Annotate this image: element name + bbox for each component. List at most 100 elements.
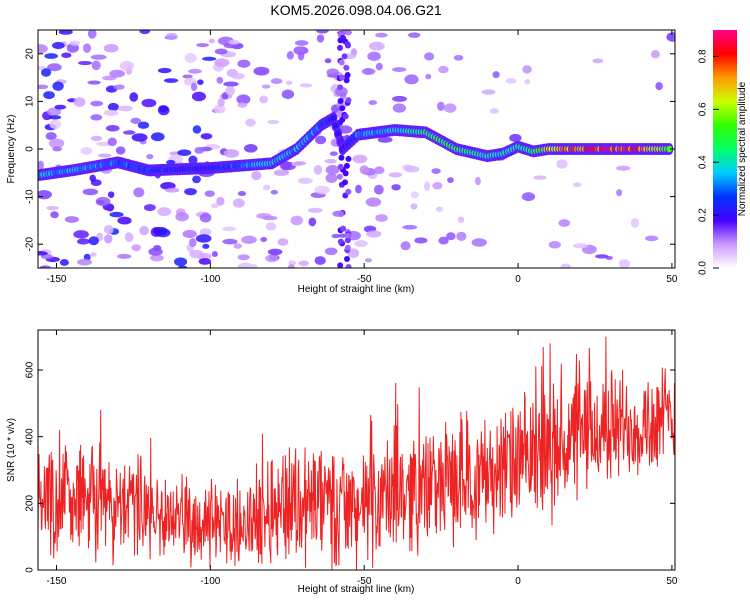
noise-blob [265, 254, 279, 263]
noise-blob [182, 229, 197, 239]
noise-blob [338, 154, 345, 161]
noise-blob [175, 211, 189, 222]
noise-blob [130, 117, 142, 124]
noise-blob [342, 113, 349, 120]
noise-blob [286, 50, 294, 60]
noise-blob [231, 72, 245, 80]
noise-blob [223, 81, 239, 87]
noise-blob [331, 233, 341, 239]
noise-blob [131, 244, 141, 252]
noise-blob [109, 211, 124, 218]
ridge-core [337, 138, 344, 145]
noise-blob [54, 104, 67, 110]
noise-blob [116, 253, 132, 259]
noise-blob [558, 219, 571, 227]
noise-blob [40, 254, 53, 260]
noise-blob [237, 59, 251, 68]
noise-blob [336, 110, 343, 118]
noise-blob [90, 114, 103, 121]
noise-blob [197, 79, 204, 85]
noise-blob [616, 165, 631, 171]
noise-blob [340, 34, 347, 41]
noise-blob [90, 54, 107, 60]
noise-blob [509, 133, 522, 143]
noise-blob [103, 234, 113, 244]
noise-blob [354, 240, 368, 248]
noise-blob [340, 225, 347, 232]
snr-panel: -150 -100 -50 0 50 0 200 400 600 Height of stra… [6, 329, 678, 595]
y-tick-label: 200 [25, 495, 36, 512]
noise-blob [189, 238, 197, 247]
noise-blob [237, 254, 250, 261]
noise-blob [90, 252, 97, 257]
noise-blob [273, 169, 290, 176]
noise-blob [343, 64, 350, 71]
y-tick-label: -20 [25, 237, 36, 252]
noise-blob [44, 53, 58, 59]
noise-blob [225, 86, 236, 96]
noise-blob [324, 158, 338, 164]
noise-blob [345, 97, 352, 104]
noise-blob [222, 238, 238, 245]
noise-blob [49, 119, 62, 130]
noise-blob [89, 174, 96, 182]
noise-blob [435, 206, 443, 212]
noise-blob [73, 230, 89, 239]
noise-blob [573, 182, 582, 188]
noise-blob [548, 241, 561, 249]
noise-blob [177, 149, 192, 156]
noise-blob [217, 98, 225, 107]
x-tick-label: 50 [666, 576, 678, 587]
noise-blob [157, 67, 172, 74]
noise-blob [64, 216, 79, 223]
noise-blob [324, 247, 338, 256]
noise-blob [339, 91, 347, 100]
x-tick-label: -50 [357, 576, 372, 587]
noise-blob [117, 216, 132, 225]
noise-blob [345, 30, 352, 36]
noise-blob [344, 41, 351, 48]
noise-blob [129, 92, 139, 102]
x-tick-label: -100 [200, 274, 220, 285]
colorbar-tick-label: 0.0 [698, 261, 709, 275]
noise-blob [336, 44, 343, 51]
noise-blob [375, 62, 383, 71]
noise-blob [87, 80, 101, 85]
noise-blob [146, 153, 154, 160]
noise-blob [262, 215, 278, 221]
y-tick-label: 20 [25, 48, 36, 60]
noise-blob [214, 48, 228, 55]
noise-blob [446, 232, 456, 241]
noise-blob [655, 81, 663, 91]
x-tick-label: 0 [515, 274, 521, 285]
noise-blob [471, 238, 487, 247]
spectrogram-y-ticks: -20 -10 0 10 20 [25, 48, 675, 252]
noise-blob [424, 181, 431, 192]
noise-blob [202, 56, 217, 61]
noise-blob [213, 104, 226, 114]
noise-blob [188, 155, 198, 165]
noise-blob [150, 132, 165, 142]
noise-blob [355, 184, 362, 194]
noise-blob [38, 251, 48, 256]
snr-x-label: Height of straight line (km) [298, 584, 415, 595]
noise-blob [173, 257, 188, 267]
noise-blob [191, 91, 207, 102]
noise-blob [437, 101, 445, 111]
noise-blob [645, 235, 659, 242]
noise-blob [73, 97, 86, 107]
noise-blob [241, 235, 257, 244]
noise-blob [43, 91, 55, 100]
noise-blob [294, 161, 307, 166]
noise-blob [388, 172, 403, 178]
noise-blob [52, 81, 64, 91]
noise-blob [91, 60, 101, 71]
noise-blob [115, 146, 126, 155]
noise-blob [352, 154, 368, 164]
noise-blob [368, 100, 378, 105]
noise-blob [337, 238, 344, 245]
noise-blob [259, 95, 268, 104]
noise-blob [342, 170, 349, 177]
noise-blob [192, 125, 202, 134]
noise-blob [666, 32, 675, 42]
